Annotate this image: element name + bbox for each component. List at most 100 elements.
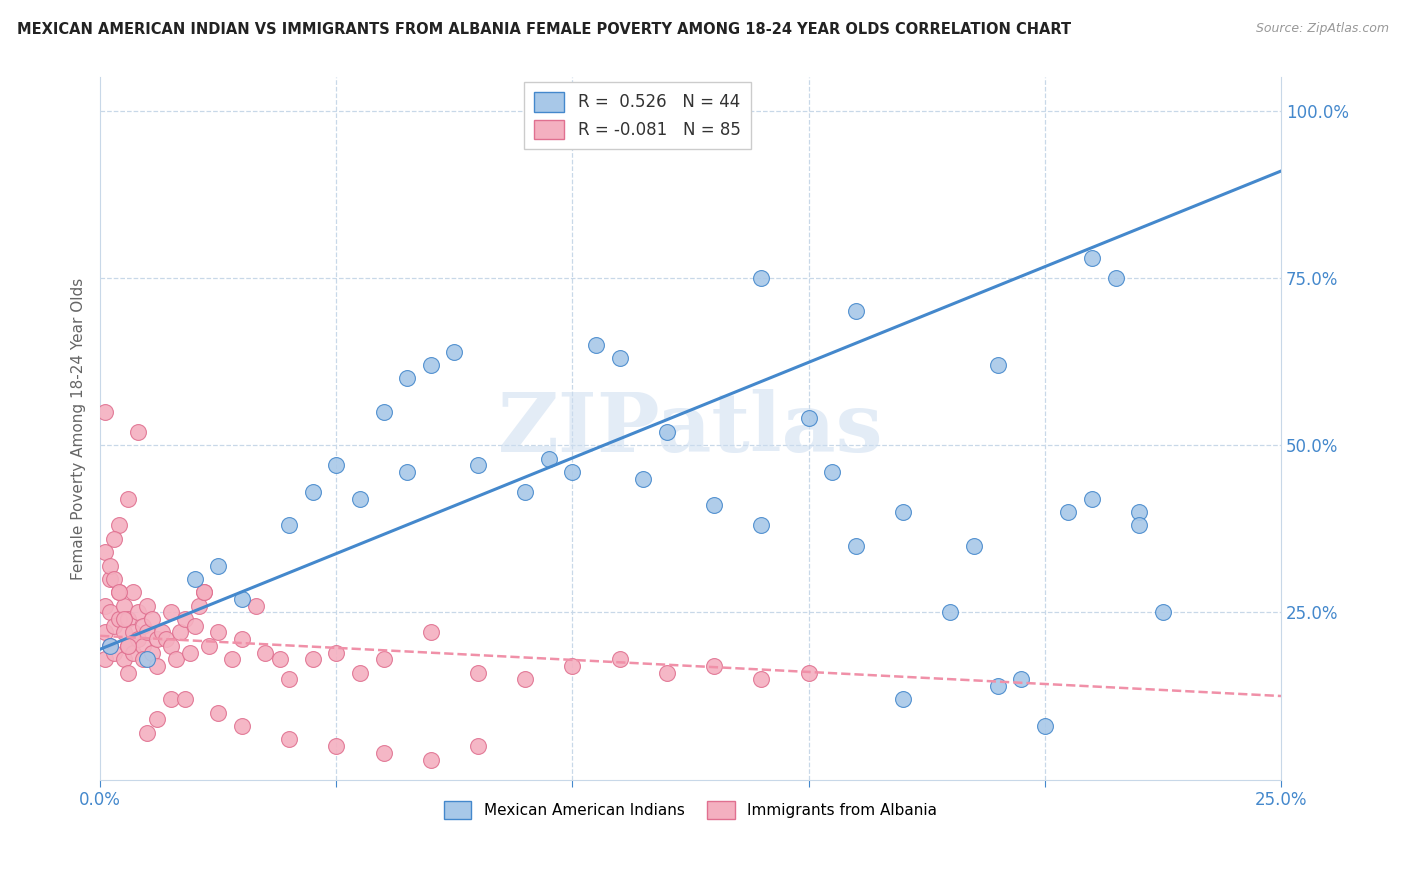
Point xyxy=(103,572,125,586)
Point xyxy=(108,518,131,533)
Point xyxy=(585,338,607,352)
Point xyxy=(269,652,291,666)
Point xyxy=(963,539,986,553)
Point xyxy=(1057,505,1080,519)
Point xyxy=(94,652,117,666)
Point xyxy=(112,599,135,613)
Point xyxy=(419,753,441,767)
Point xyxy=(797,411,820,425)
Point xyxy=(183,572,205,586)
Point xyxy=(117,491,139,506)
Point xyxy=(1033,719,1056,733)
Point xyxy=(278,732,301,747)
Point xyxy=(169,625,191,640)
Point xyxy=(131,652,153,666)
Point xyxy=(122,625,145,640)
Point xyxy=(1010,673,1032,687)
Point xyxy=(1152,606,1174,620)
Point xyxy=(1128,518,1150,533)
Point xyxy=(188,599,211,613)
Point xyxy=(112,652,135,666)
Point xyxy=(987,358,1010,372)
Point xyxy=(146,632,169,647)
Point xyxy=(419,358,441,372)
Point xyxy=(193,585,215,599)
Point xyxy=(751,673,773,687)
Point xyxy=(1104,271,1126,285)
Point xyxy=(939,606,962,620)
Point xyxy=(845,304,868,318)
Point xyxy=(419,625,441,640)
Point xyxy=(373,405,395,419)
Point xyxy=(254,646,277,660)
Point xyxy=(98,639,121,653)
Point xyxy=(117,639,139,653)
Point xyxy=(278,673,301,687)
Point xyxy=(231,632,253,647)
Point xyxy=(197,639,219,653)
Point xyxy=(278,518,301,533)
Point xyxy=(373,746,395,760)
Point xyxy=(98,639,121,653)
Point xyxy=(301,485,323,500)
Point xyxy=(325,458,347,473)
Point xyxy=(821,465,844,479)
Point xyxy=(443,344,465,359)
Text: MEXICAN AMERICAN INDIAN VS IMMIGRANTS FROM ALBANIA FEMALE POVERTY AMONG 18-24 YE: MEXICAN AMERICAN INDIAN VS IMMIGRANTS FR… xyxy=(17,22,1071,37)
Point xyxy=(155,632,177,647)
Point xyxy=(221,652,243,666)
Point xyxy=(98,558,121,573)
Point xyxy=(94,545,117,559)
Point xyxy=(136,726,159,740)
Point xyxy=(467,458,489,473)
Point xyxy=(98,572,121,586)
Point xyxy=(207,558,229,573)
Point xyxy=(160,606,183,620)
Point xyxy=(373,652,395,666)
Point xyxy=(845,539,868,553)
Point xyxy=(174,612,197,626)
Point xyxy=(103,619,125,633)
Point xyxy=(179,646,201,660)
Point xyxy=(127,632,149,647)
Text: Source: ZipAtlas.com: Source: ZipAtlas.com xyxy=(1256,22,1389,36)
Text: ZIPatlas: ZIPatlas xyxy=(498,389,883,468)
Point xyxy=(207,706,229,720)
Point xyxy=(349,665,371,680)
Point xyxy=(122,585,145,599)
Point xyxy=(94,625,117,640)
Point xyxy=(117,612,139,626)
Point xyxy=(537,451,560,466)
Point xyxy=(515,673,537,687)
Point xyxy=(146,713,169,727)
Point xyxy=(797,665,820,680)
Point xyxy=(1081,491,1104,506)
Point xyxy=(245,599,267,613)
Point xyxy=(396,465,419,479)
Point xyxy=(136,625,159,640)
Point xyxy=(987,679,1010,693)
Point xyxy=(108,585,131,599)
Point xyxy=(609,652,631,666)
Point xyxy=(193,585,215,599)
Point xyxy=(633,472,655,486)
Point xyxy=(136,599,159,613)
Point xyxy=(112,625,135,640)
Point xyxy=(127,425,149,439)
Point xyxy=(1128,505,1150,519)
Point xyxy=(131,639,153,653)
Point xyxy=(891,692,914,706)
Point xyxy=(174,692,197,706)
Point xyxy=(103,532,125,546)
Point xyxy=(703,659,725,673)
Point xyxy=(98,606,121,620)
Point xyxy=(231,719,253,733)
Point xyxy=(103,646,125,660)
Point xyxy=(207,625,229,640)
Point xyxy=(183,619,205,633)
Point xyxy=(108,585,131,599)
Point xyxy=(141,612,163,626)
Point xyxy=(751,271,773,285)
Point xyxy=(561,465,583,479)
Point xyxy=(891,505,914,519)
